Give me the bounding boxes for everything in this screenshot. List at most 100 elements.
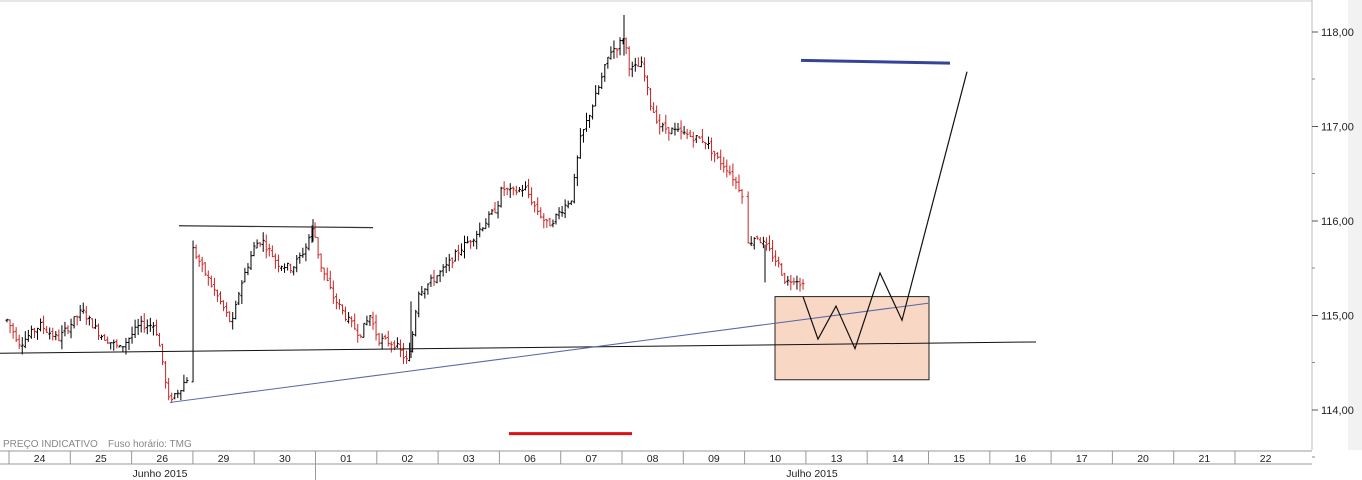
ohlc-bar [603, 64, 607, 82]
ohlc-bar [368, 315, 372, 327]
ohlc-bar [676, 122, 680, 132]
ohlc-bar [261, 232, 265, 252]
ohlc-bar [557, 207, 561, 220]
ohlc-bar [493, 202, 497, 214]
ohlc-bar [563, 199, 567, 219]
ohlc-bar [783, 272, 787, 285]
ohlc-bar [581, 129, 585, 143]
ohlc-bar [560, 205, 564, 217]
ohlc-bar [75, 315, 79, 326]
ohlc-bar [151, 321, 155, 336]
ohlc-bar [615, 48, 619, 58]
ohlc-bar [646, 75, 649, 96]
ohlc-bar [710, 137, 714, 161]
ohlc-bar [694, 135, 698, 144]
ohlc-bar [200, 256, 204, 273]
ohlc-bar [456, 244, 460, 261]
ohlc-bar [8, 319, 12, 334]
ohlc-bar [472, 238, 476, 247]
ohlc-bar [398, 339, 402, 358]
ohlc-bar [142, 313, 146, 333]
ohlc-bar [734, 176, 738, 190]
ohlc-bar [441, 264, 445, 277]
month-label: Junho 2015 [133, 468, 188, 480]
ohlc-bar [347, 312, 351, 324]
ohlc-bar [551, 219, 555, 228]
ohlc-bar [240, 280, 244, 305]
ohlc-bar [755, 235, 759, 240]
ohlc-bar [527, 178, 531, 199]
ohlc-bar [148, 317, 152, 332]
ohlc-bar [359, 334, 363, 339]
ohlc-bar [432, 269, 436, 286]
ohlc-bar [249, 250, 253, 271]
ohlc-bar [719, 149, 723, 170]
ohlc-bar [72, 316, 76, 329]
ohlc-bar [768, 235, 771, 252]
ohlc-bar [566, 200, 570, 209]
ohlc-bar [267, 243, 271, 257]
x-tick-label: 09 [708, 453, 720, 465]
ohlc-bar [292, 266, 296, 276]
ohlc-bar [731, 163, 735, 187]
ohlc-bar [109, 342, 113, 350]
x-tick-label: 26 [156, 453, 168, 465]
timezone-label: Fuso horário: TMG [108, 439, 192, 450]
ohlc-bar [84, 305, 88, 325]
ohlc-bar [158, 332, 161, 347]
y-tick-label: 118,00 [1321, 27, 1354, 39]
ohlc-bar [161, 343, 165, 366]
ohlc-bar [700, 128, 704, 144]
support-line [0, 341, 1037, 354]
ohlc-bar [276, 254, 280, 273]
ohlc-bar [371, 311, 375, 330]
ohlc-bar [154, 319, 158, 336]
ohlc-bar [639, 56, 643, 68]
ohlc-bar [322, 267, 326, 281]
ohlc-bar [36, 327, 39, 340]
ohlc-bar [14, 327, 18, 343]
rising-trendline [169, 302, 929, 403]
ohlc-bar [496, 200, 500, 219]
x-tick-label: 14 [892, 453, 904, 465]
ohlc-bar [115, 339, 119, 349]
ohlc-bar [554, 213, 558, 225]
ohlc-bar [258, 242, 262, 247]
ohlc-bar [572, 173, 576, 204]
ohlc-bar [511, 186, 515, 196]
ohlc-bar [661, 122, 665, 132]
ohlc-bar [334, 293, 338, 310]
ohlc-bar [392, 340, 396, 351]
ohlc-bar [542, 213, 546, 229]
ohlc-bar [789, 274, 793, 291]
ohlc-bar [722, 156, 726, 173]
ohlc-bar [707, 136, 710, 150]
y-tick-label: 114,00 [1321, 405, 1354, 417]
ohlc-bar [362, 322, 366, 338]
ohlc-bar [5, 318, 9, 323]
ohlc-bar [215, 289, 219, 302]
ohlc-bar [688, 129, 692, 137]
ohlc-bar [517, 186, 521, 193]
ohlc-bar [298, 252, 302, 264]
ohlc-bar [414, 309, 418, 337]
ohlc-bar [453, 249, 457, 262]
ohlc-bar [774, 250, 778, 267]
ohlc-bar [353, 313, 357, 330]
ohlc-bar [716, 152, 720, 160]
ohlc-bar [588, 114, 592, 128]
price-type-label: PREÇO INDICATIVO [3, 439, 98, 450]
ohlc-bar [301, 247, 305, 258]
ohlc-bar [130, 326, 134, 344]
ohlc-bar [426, 283, 430, 295]
ohlc-bar [81, 302, 85, 314]
ohlc-bar [356, 323, 360, 343]
ohlc-bar [749, 236, 753, 247]
ohlc-bar [206, 270, 210, 286]
ohlc-bar [383, 334, 387, 340]
ohlc-bar [231, 312, 235, 330]
ohlc-bar [764, 237, 768, 251]
ohlc-bar [703, 142, 707, 150]
axis-scrollbar[interactable] [1348, 0, 1362, 450]
target-resistance-line [800, 58, 951, 65]
